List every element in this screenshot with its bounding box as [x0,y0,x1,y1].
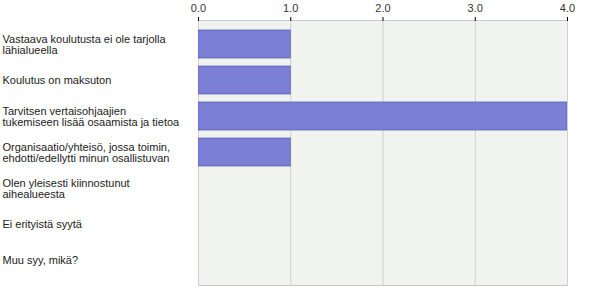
svg-text:Koulutus on maksuton: Koulutus on maksuton [3,74,112,86]
svg-text:Ei erityistä syytä: Ei erityistä syytä [3,218,83,230]
svg-text:1.0: 1.0 [283,2,298,14]
svg-text:Organisaatio/yhteisö, jossa to: Organisaatio/yhteisö, jossa toimin,ehdot… [3,141,171,164]
svg-text:2.0: 2.0 [375,2,390,14]
svg-text:Olen yleisesti kiinnostunutaih: Olen yleisesti kiinnostunutaihealueesta [3,177,130,200]
svg-text:Tarvitsen vertaisohjaajientuke: Tarvitsen vertaisohjaajientukemiseen lis… [3,105,181,128]
svg-text:Vastaava koulutusta ei ole tar: Vastaava koulutusta ei ole tarjollalähia… [3,33,167,56]
svg-text:4.0: 4.0 [560,2,575,14]
svg-text:Muu syy, mikä?: Muu syy, mikä? [3,254,79,266]
svg-text:0.0: 0.0 [191,2,206,14]
svg-text:3.0: 3.0 [468,2,483,14]
